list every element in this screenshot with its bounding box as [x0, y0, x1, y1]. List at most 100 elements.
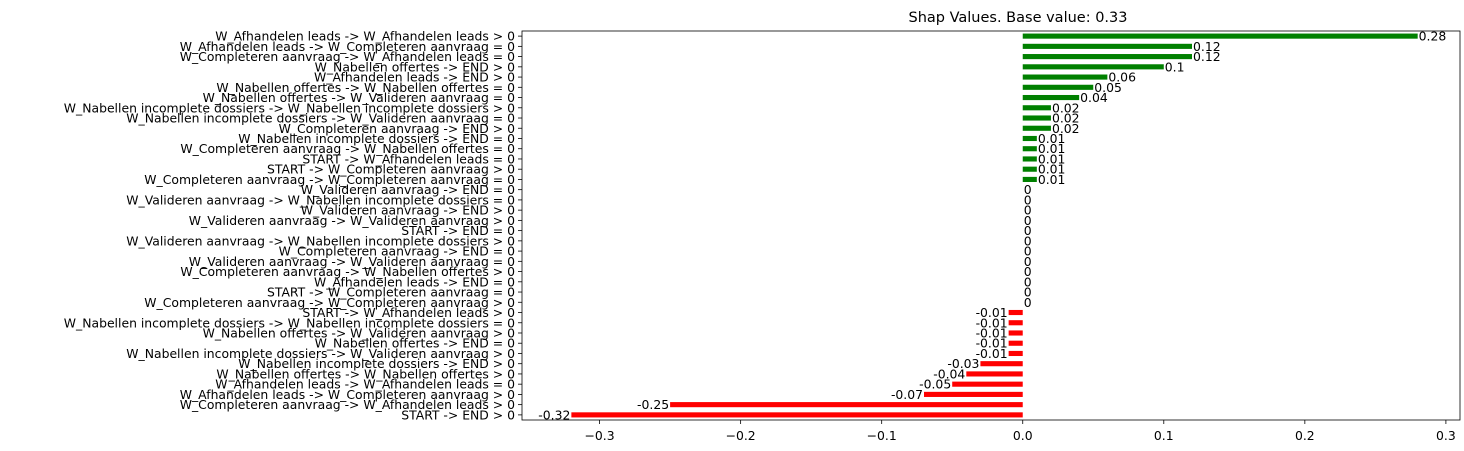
bar-value-label: -0.07	[891, 387, 923, 402]
bar	[1022, 135, 1037, 142]
y-tick-label: W_Nabellen offertes -> END > 0	[315, 59, 515, 74]
bar-value-label: 0	[1024, 203, 1032, 218]
bar-value-label: 0.05	[1094, 80, 1122, 95]
x-tick-label: 0.1	[1154, 428, 1174, 443]
y-tick-label: W_Valideren aanvraag -> W_Nabellen incom…	[126, 233, 515, 248]
y-tick-label: W_Afhandelen leads -> W_Afhandelen leads…	[215, 377, 515, 392]
x-tick-label: −0.1	[867, 428, 897, 443]
y-tick-label: W_Nabellen offertes -> W_Valideren aanvr…	[203, 90, 516, 105]
y-tick-label: START -> W_Completeren aanvraag > 0	[267, 162, 515, 177]
bar	[1022, 156, 1037, 162]
bar-value-label: -0.01	[976, 305, 1008, 320]
y-tick-label: W_Valideren aanvraag -> END > 0	[301, 203, 515, 218]
bar-value-label: 0	[1024, 192, 1032, 207]
bar	[1008, 320, 1023, 326]
bar-value-label: 0.02	[1052, 100, 1080, 115]
y-tick-label: W_Nabellen incomplete dossiers -> W_Vali…	[126, 111, 515, 126]
bar	[1022, 74, 1108, 80]
bar-value-label: 0.06	[1108, 70, 1136, 85]
y-tick-label: W_Valideren aanvraag -> W_Nabellen incom…	[126, 192, 515, 207]
y-tick-label: W_Valideren aanvraag -> W_Valideren aanv…	[189, 254, 515, 269]
bar-value-label: -0.01	[976, 346, 1008, 361]
bar-value-label: 0	[1024, 254, 1032, 269]
y-tick-label: W_Nabellen incomplete dossiers -> END > …	[238, 356, 515, 371]
bar	[952, 381, 1023, 387]
bar-value-label: 0.12	[1193, 39, 1221, 54]
bar-value-label: 0	[1024, 244, 1032, 259]
bar	[980, 361, 1023, 367]
chart-title: Shap Values. Base value: 0.33	[909, 10, 1128, 26]
x-tick-label: 0.2	[1295, 428, 1315, 443]
y-tick-label: START -> W_Completeren aanvraag = 0	[267, 285, 515, 300]
y-tick-label: W_Completeren aanvraag -> END = 0	[279, 244, 516, 259]
bar-value-label: 0.04	[1080, 90, 1108, 105]
x-axis: −0.3 −0.2 −0.1 0.0 0.1 0.2 0.3	[585, 420, 1456, 443]
bar	[1008, 330, 1023, 336]
y-tick-label: START -> W_Afhandelen leads = 0	[302, 151, 515, 166]
bar	[1022, 84, 1094, 90]
y-tick-label: START -> END = 0	[401, 223, 515, 238]
y-tick-label: W_Completeren aanvraag -> W_Nabellen off…	[180, 264, 515, 279]
bar-value-label: 0	[1024, 223, 1032, 238]
bar-value-label: 0.12	[1193, 49, 1221, 64]
y-tick-label: W_Afhandelen leads -> W_Completeren aanv…	[180, 39, 515, 54]
bar-value-label: 0.01	[1038, 141, 1066, 156]
y-tick-label: W_Afhandelen leads -> W_Completeren aanv…	[180, 387, 515, 402]
bar-value-label: 0	[1024, 285, 1032, 300]
y-tick-label: W_Nabellen offertes -> W_Valideren aanvr…	[203, 325, 516, 340]
y-tick-label: W_Nabellen offertes -> W_Nabellen offert…	[216, 80, 515, 95]
bar	[1022, 146, 1037, 152]
plot-frame	[521, 30, 1461, 421]
x-tick-label: 0.3	[1436, 428, 1456, 443]
y-tick-label: W_Valideren aanvraag -> W_Valideren aanv…	[189, 213, 515, 228]
bar-value-label: 0	[1024, 233, 1032, 248]
y-tick-label: W_Completeren aanvraag -> W_Afhandelen l…	[180, 49, 515, 64]
bar-value-label: 0	[1024, 264, 1032, 279]
y-tick-label: W_Nabellen offertes -> END = 0	[315, 336, 515, 351]
y-tick-label: W_Completeren aanvraag -> END > 0	[279, 121, 516, 136]
x-tick-label: −0.2	[726, 428, 756, 443]
bar-value-label: 0	[1024, 295, 1032, 310]
bar-value-label: -0.01	[976, 315, 1008, 330]
x-tick-label: 0.0	[1013, 428, 1033, 443]
bar	[1022, 115, 1051, 121]
bar-value-label: -0.05	[919, 377, 951, 392]
bar-value-label: 0.01	[1038, 151, 1066, 166]
y-tick-label: W_Completeren aanvraag -> W_Completeren …	[144, 172, 515, 187]
y-tick-label: W_Completeren aanvraag -> W_Nabellen off…	[180, 141, 515, 156]
bar	[670, 402, 1023, 408]
y-tick-label: W_Completeren aanvraag -> W_Completeren …	[144, 295, 515, 310]
value-labels-group: 0.280.120.120.10.060.050.040.020.020.020…	[538, 29, 1446, 423]
bar	[1022, 54, 1192, 60]
bar-value-label: 0.1	[1165, 59, 1185, 74]
bar	[1008, 340, 1023, 346]
bar-value-label: -0.25	[637, 397, 669, 412]
bar	[1022, 176, 1037, 182]
bar	[1022, 166, 1037, 172]
y-tick-label: W_Completeren aanvraag -> W_Afhandelen l…	[180, 397, 515, 412]
bar	[1022, 64, 1164, 70]
bar	[1022, 105, 1051, 111]
bar-value-label: 0	[1024, 213, 1032, 228]
y-tick-label: START -> W_Afhandelen leads > 0	[302, 305, 515, 320]
bar-value-label: -0.03	[947, 356, 979, 371]
bar-value-label: -0.04	[933, 366, 965, 381]
bar-value-label: 0.01	[1038, 172, 1066, 187]
y-tick-label: W_Valideren aanvraag -> END = 0	[301, 182, 515, 197]
bar-value-label: 0	[1024, 274, 1032, 289]
bar-value-label: -0.01	[976, 336, 1008, 351]
y-tick-label: W_Afhandelen leads -> END = 0	[314, 274, 515, 289]
y-tick-labels-group: W_Afhandelen leads -> W_Afhandelen leads…	[64, 29, 522, 422]
bar	[1022, 94, 1080, 101]
y-tick-label: W_Nabellen offertes -> W_Nabellen offert…	[216, 366, 515, 381]
bars-group	[571, 33, 1418, 418]
bar-value-label: -0.32	[538, 407, 570, 422]
bar-value-label: 0.02	[1052, 111, 1080, 126]
bar	[1008, 350, 1023, 357]
bar	[1022, 33, 1418, 39]
bar	[1022, 43, 1192, 49]
bar	[924, 391, 1023, 397]
y-tick-label: W_Afhandelen leads -> END > 0	[314, 70, 515, 85]
bar-value-label: 0	[1024, 182, 1032, 197]
